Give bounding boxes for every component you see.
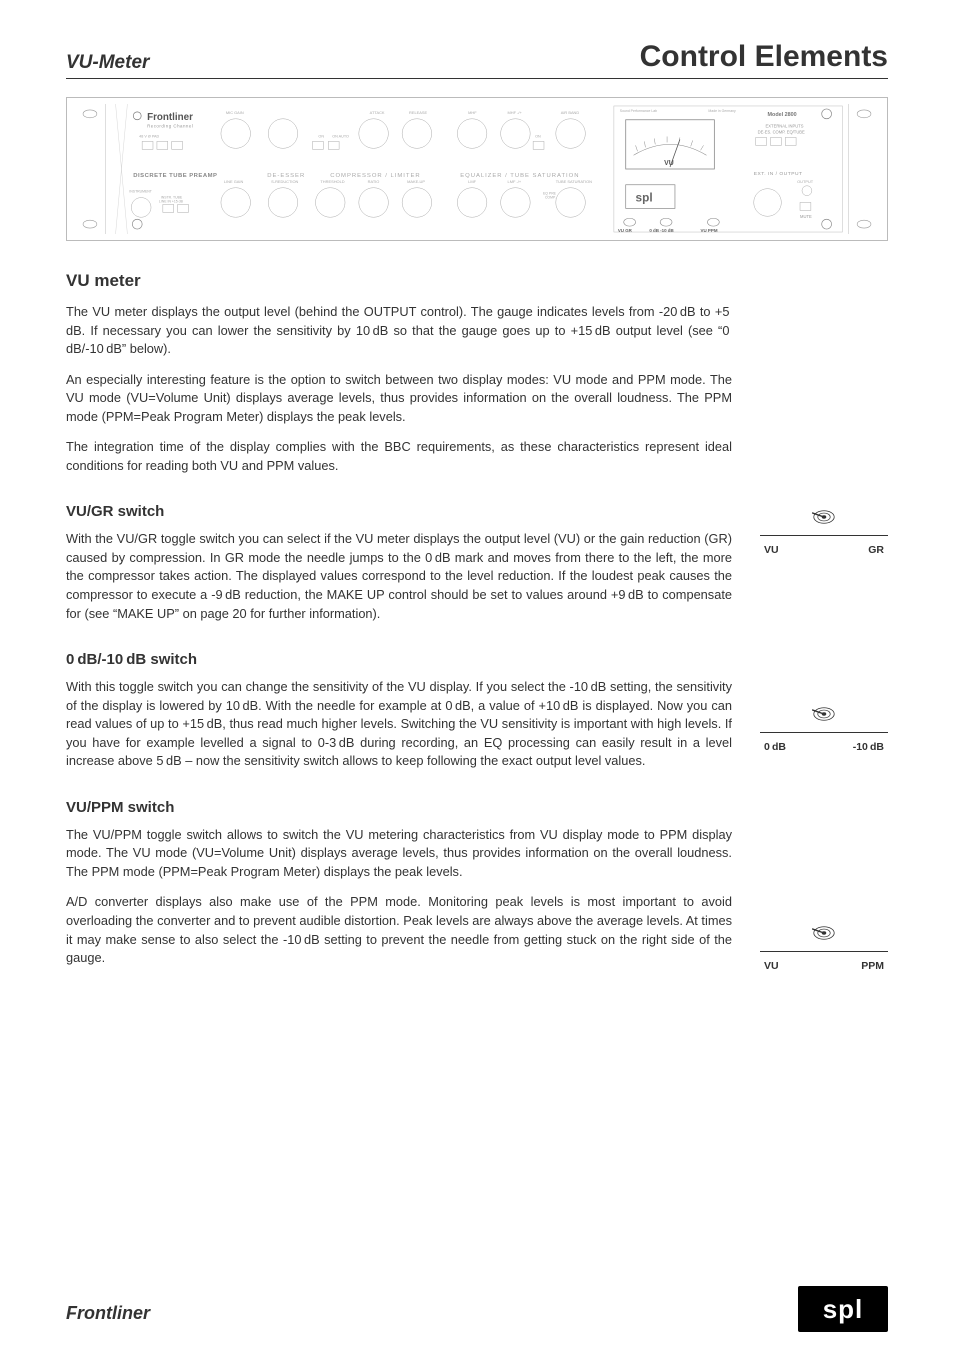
svg-text:INSTRUMENT: INSTRUMENT: [129, 190, 152, 194]
svg-text:ON: ON: [535, 134, 541, 138]
svg-text:MUTE: MUTE: [800, 214, 812, 219]
toggle-switch-icon: [807, 507, 841, 527]
svg-text:LMF -/+: LMF -/+: [508, 179, 522, 184]
figures-column: VU GR 0 dB -10 dB: [760, 271, 888, 980]
device-panel-illustration: Frontliner Recording Channel DISCRETE TU…: [66, 97, 888, 241]
svg-text:DE-ES. COMP. EQ/TUBE: DE-ES. COMP. EQ/TUBE: [758, 130, 805, 135]
vu-gr-label-left: VU: [764, 544, 779, 556]
vu-ppm-p1: The VU/PPM toggle switch allows to switc…: [66, 826, 732, 882]
db-label-left: 0 dB: [764, 741, 786, 753]
svg-text:48 V Ø PAD: 48 V Ø PAD: [139, 134, 159, 138]
vu-ppm-p2: A/D converter displays also make use of …: [66, 893, 732, 967]
svg-text:RATIO: RATIO: [368, 179, 380, 184]
vu-ppm-switch-figure: VU PPM: [760, 923, 888, 972]
page-footer: Frontliner 23: [66, 1303, 888, 1324]
svg-text:ON: ON: [318, 134, 324, 138]
vu-meter-p1: The VU meter displays the output level (…: [66, 303, 732, 359]
svg-text:EXT. IN / OUTPUT: EXT. IN / OUTPUT: [754, 171, 803, 177]
svg-text:OUTPUT: OUTPUT: [797, 179, 814, 184]
db-switch-p1: With this toggle switch you can change t…: [66, 678, 732, 771]
svg-text:MHF: MHF: [468, 110, 477, 115]
svg-text:TUBE SATURATION: TUBE SATURATION: [556, 179, 592, 184]
toggle-switch-icon: [807, 704, 841, 724]
svg-text:ATTACK: ATTACK: [370, 110, 385, 115]
svg-text:THRESHOLD: THRESHOLD: [320, 179, 344, 184]
spl-logo: spl: [798, 1286, 888, 1332]
panel-svg: Frontliner Recording Channel DISCRETE TU…: [73, 104, 881, 234]
svg-text:spl: spl: [636, 191, 653, 205]
section-title-vu-gr: VU/GR switch: [66, 503, 732, 520]
svg-text:COMP.: COMP.: [545, 196, 556, 200]
svg-text:RELEASE: RELEASE: [409, 110, 427, 115]
panel-brand: Frontliner: [147, 112, 193, 123]
page-header: VU-Meter Control Elements: [66, 40, 888, 79]
section-title-db-switch: 0 dB/-10 dB switch: [66, 651, 732, 668]
vu-gr-switch-figure: VU GR: [760, 507, 888, 556]
svg-text:Recording Channel: Recording Channel: [147, 124, 193, 129]
vu-gr-p1: With the VU/GR toggle switch you can sel…: [66, 530, 732, 623]
svg-text:LINE GAIN: LINE GAIN: [224, 179, 244, 184]
svg-text:MIC GAIN: MIC GAIN: [226, 110, 244, 115]
svg-text:MAKE-UP: MAKE-UP: [407, 179, 425, 184]
svg-text:VU GR: VU GR: [618, 228, 633, 233]
svg-text:VU: VU: [664, 160, 674, 167]
section-title-vu-ppm: VU/PPM switch: [66, 799, 732, 816]
vu-ppm-label-right: PPM: [861, 960, 884, 972]
svg-text:0 dB -10 dB: 0 dB -10 dB: [649, 228, 673, 233]
svg-text:EXTERNAL INPUTS: EXTERNAL INPUTS: [766, 124, 804, 129]
svg-text:VU PPM: VU PPM: [701, 228, 718, 233]
header-left: VU-Meter: [66, 52, 149, 74]
svg-text:Sound Performance Lab: Sound Performance Lab: [620, 109, 657, 113]
svg-text:AIR BAND: AIR BAND: [561, 110, 580, 115]
db-label-right: -10 dB: [853, 741, 884, 753]
svg-text:Made in Germany: Made in Germany: [708, 109, 736, 113]
svg-text:LMF: LMF: [468, 179, 476, 184]
header-right: Control Elements: [640, 40, 888, 74]
section-title-vu-meter: VU meter: [66, 271, 732, 291]
svg-text:MHF -/+: MHF -/+: [508, 110, 523, 115]
svg-text:Model 2800: Model 2800: [768, 112, 797, 118]
db-switch-figure: 0 dB -10 dB: [760, 704, 888, 753]
svg-text:LINE IN +15 dB: LINE IN +15 dB: [159, 199, 184, 203]
main-text-column: VU meter The VU meter displays the outpu…: [66, 271, 732, 980]
toggle-switch-icon: [807, 923, 841, 943]
svg-text:ON AUTO: ON AUTO: [332, 134, 349, 138]
vu-gr-label-right: GR: [868, 544, 884, 556]
spl-logo-text: spl: [823, 1294, 864, 1325]
svg-text:DISCRETE TUBE PREAMP: DISCRETE TUBE PREAMP: [133, 173, 217, 179]
footer-product-name: Frontliner: [66, 1303, 150, 1324]
vu-meter-p2: An especially interesting feature is the…: [66, 371, 732, 427]
svg-text:S-REDUCTION: S-REDUCTION: [271, 179, 298, 184]
vu-ppm-label-left: VU: [764, 960, 779, 972]
vu-meter-p3: The integration time of the display comp…: [66, 438, 732, 475]
